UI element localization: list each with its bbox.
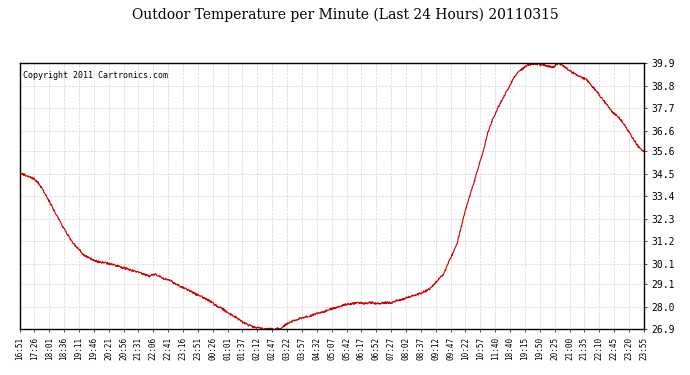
- Text: Copyright 2011 Cartronics.com: Copyright 2011 Cartronics.com: [23, 71, 168, 80]
- Text: Outdoor Temperature per Minute (Last 24 Hours) 20110315: Outdoor Temperature per Minute (Last 24 …: [132, 8, 558, 22]
